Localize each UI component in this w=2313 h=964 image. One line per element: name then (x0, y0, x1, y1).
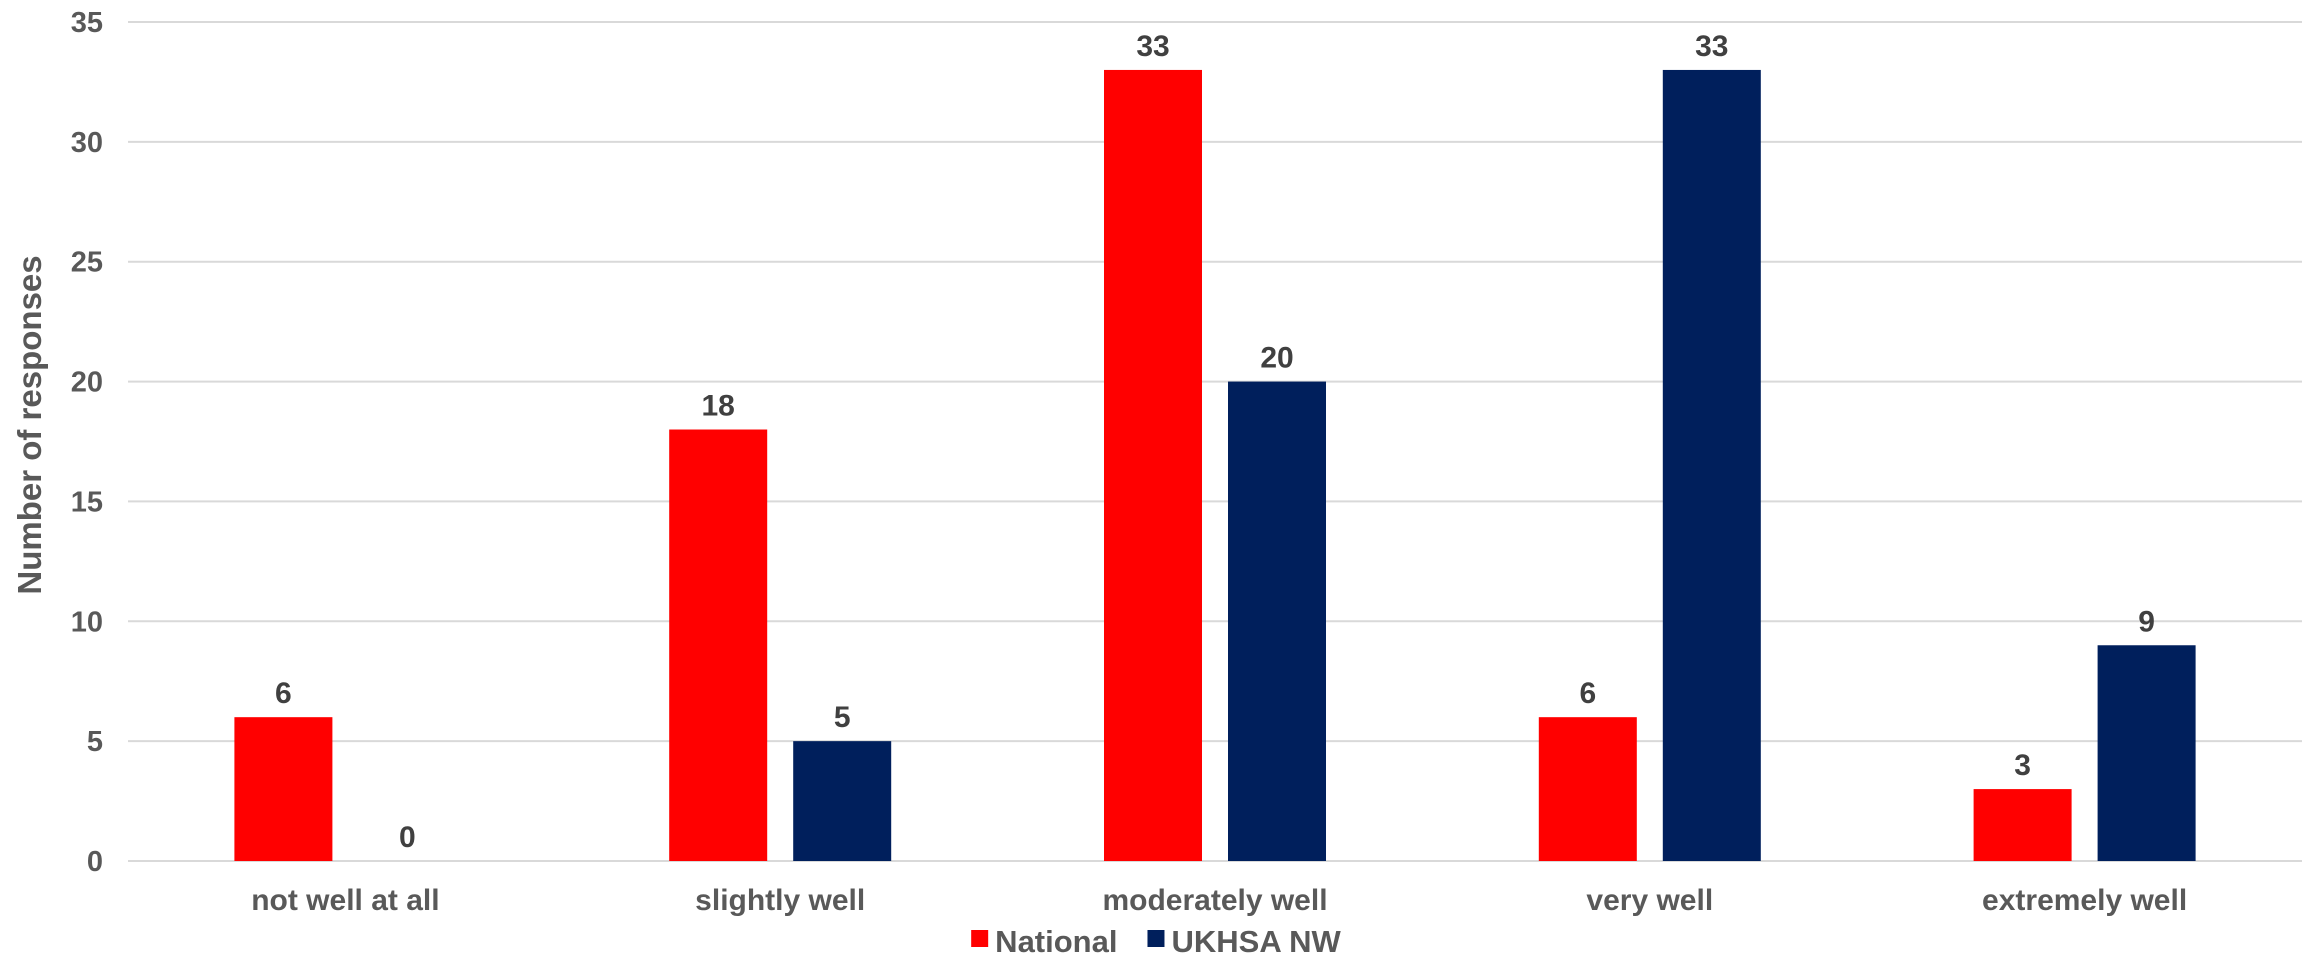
x-category-label: very well (1586, 884, 1713, 917)
bar-national (234, 717, 333, 861)
legend-item: National (971, 924, 1117, 959)
x-category-label: moderately well (1102, 884, 1327, 917)
bar-national (669, 429, 768, 861)
legend-swatch (1147, 930, 1165, 947)
data-label: 9 (2138, 605, 2155, 638)
y-tick-label: 35 (71, 7, 103, 39)
legend-label: UKHSA NW (1171, 924, 1341, 959)
legend-swatch (971, 930, 989, 947)
data-label: 5 (834, 701, 851, 734)
x-axis-categories: not well at all slightly well moderately w… (251, 884, 2187, 917)
bar-ukhsa-nw (1662, 69, 1761, 861)
bar-national (1973, 789, 2072, 861)
data-label: 33 (1695, 30, 1728, 63)
bars (234, 69, 2196, 861)
y-tick-label: 30 (71, 127, 103, 159)
data-label: 33 (1136, 30, 1169, 63)
legend: National UKHSA NW (971, 924, 1342, 959)
x-category-label: extremely well (1982, 884, 2187, 917)
y-axis-title: Number of responses (11, 255, 48, 594)
y-tick-label: 10 (71, 606, 103, 638)
legend-item: UKHSA NW (1147, 924, 1342, 959)
y-tick-label: 15 (71, 486, 103, 518)
data-label: 0 (399, 821, 416, 854)
bar-ukhsa-nw (793, 741, 892, 861)
data-label: 20 (1260, 342, 1293, 375)
bar-ukhsa-nw (1228, 381, 1326, 861)
y-tick-label: 25 (71, 247, 103, 279)
data-label: 6 (1579, 677, 1596, 710)
y-tick-label: 20 (71, 367, 103, 399)
data-label: 6 (275, 677, 292, 710)
bar-ukhsa-nw (2097, 645, 2196, 861)
y-tick-label: 5 (87, 726, 103, 758)
bar-national (1104, 69, 1202, 861)
gridlines (128, 21, 2302, 862)
legend-label: National (995, 924, 1117, 959)
bar-national (1538, 717, 1637, 861)
y-axis-ticks: 0 5 10 15 20 25 30 35 (71, 7, 103, 878)
data-label: 18 (702, 390, 735, 423)
x-category-label: not well at all (251, 884, 439, 917)
data-label: 3 (2014, 749, 2031, 782)
x-category-label: slightly well (695, 884, 865, 917)
y-tick-label: 0 (87, 846, 103, 878)
